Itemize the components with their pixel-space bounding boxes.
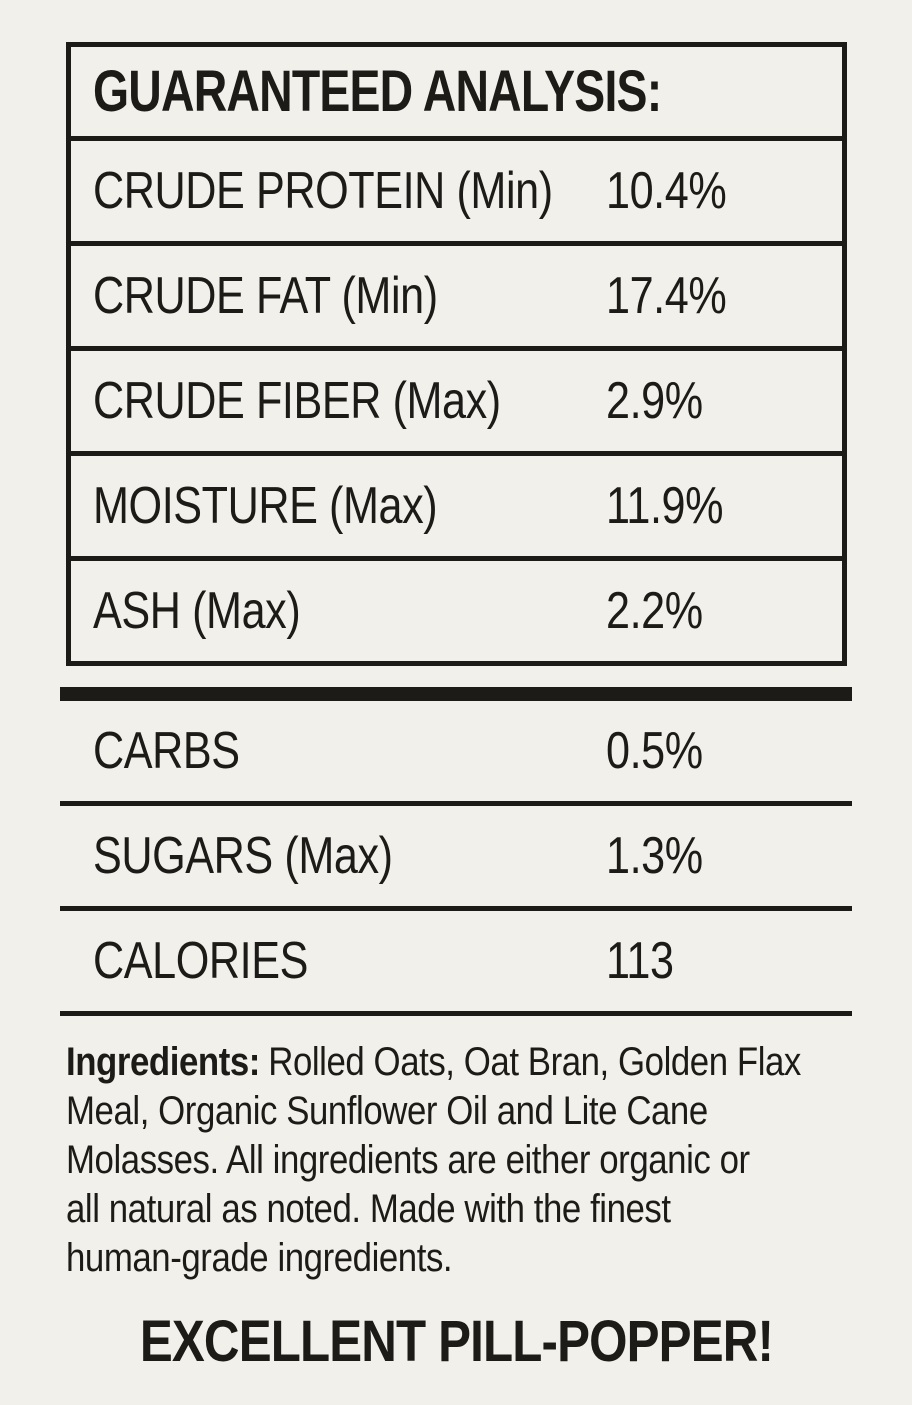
table-row-carbs: CARBS 0.5% xyxy=(60,701,852,806)
nutrient-value: 1.3% xyxy=(606,827,703,885)
guaranteed-analysis-table: GUARANTEED ANALYSIS: CRUDE PROTEIN (Min)… xyxy=(66,42,847,666)
nutrient-label: SUGARS (Max) xyxy=(93,827,393,885)
table-row-moisture: MOISTURE (Max) 11.9% xyxy=(71,456,842,561)
table-row-sugars: SUGARS (Max) 1.3% xyxy=(60,806,852,911)
ingredients-line: Molasses. All ingredients are either org… xyxy=(66,1138,750,1182)
additional-facts-table: CARBS 0.5% SUGARS (Max) 1.3% CALORIES 11… xyxy=(60,701,852,1016)
table-row-crude-fat: CRUDE FAT (Min) 17.4% xyxy=(71,246,842,351)
nutrient-value: 10.4% xyxy=(606,162,727,220)
ingredients-heading: Ingredients: xyxy=(66,1040,260,1084)
table-row-calories: CALORIES 113 xyxy=(60,911,852,1016)
nutrient-value: 17.4% xyxy=(606,267,727,325)
ingredients-text: Rolled Oats, Oat Bran, Golden Flax xyxy=(268,1040,801,1084)
guaranteed-analysis-title: GUARANTEED ANALYSIS: xyxy=(93,59,662,124)
nutrient-label: CALORIES xyxy=(93,932,308,990)
nutrient-value: 11.9% xyxy=(606,477,724,535)
guaranteed-analysis-header: GUARANTEED ANALYSIS: xyxy=(71,47,842,141)
table-row-crude-protein: CRUDE PROTEIN (Min) 10.4% xyxy=(71,141,842,246)
nutrient-label: CRUDE PROTEIN (Min) xyxy=(93,162,553,220)
footer-banner: EXCELLENT PILL-POPPER! xyxy=(0,1308,912,1374)
nutrient-label: CRUDE FAT (Min) xyxy=(93,267,438,325)
table-row-ash: ASH (Max) 2.2% xyxy=(71,561,842,661)
ingredients-line: human-grade ingredients. xyxy=(66,1236,453,1280)
nutrient-value: 0.5% xyxy=(606,722,703,780)
nutrient-label: CRUDE FIBER (Max) xyxy=(93,372,501,430)
nutrient-label: MOISTURE (Max) xyxy=(93,477,438,535)
ingredients-line: all natural as noted. Made with the fine… xyxy=(66,1187,671,1231)
ingredients-line: Meal, Organic Sunflower Oil and Lite Can… xyxy=(66,1089,708,1133)
nutrient-label: ASH (Max) xyxy=(93,582,301,640)
nutrient-value: 2.2% xyxy=(606,582,703,640)
ingredients-paragraph: Ingredients: Rolled Oats, Oat Bran, Golde… xyxy=(66,1038,866,1283)
nutrient-label: CARBS xyxy=(93,722,240,780)
footer-headline: EXCELLENT PILL-POPPER! xyxy=(139,1308,773,1374)
ingredients-line: Ingredients: Rolled Oats, Oat Bran, Golde… xyxy=(66,1038,801,1087)
section-divider-bar xyxy=(60,687,852,701)
nutrient-value: 113 xyxy=(606,932,674,990)
table-row-crude-fiber: CRUDE FIBER (Max) 2.9% xyxy=(71,351,842,456)
nutrient-value: 2.9% xyxy=(606,372,703,430)
